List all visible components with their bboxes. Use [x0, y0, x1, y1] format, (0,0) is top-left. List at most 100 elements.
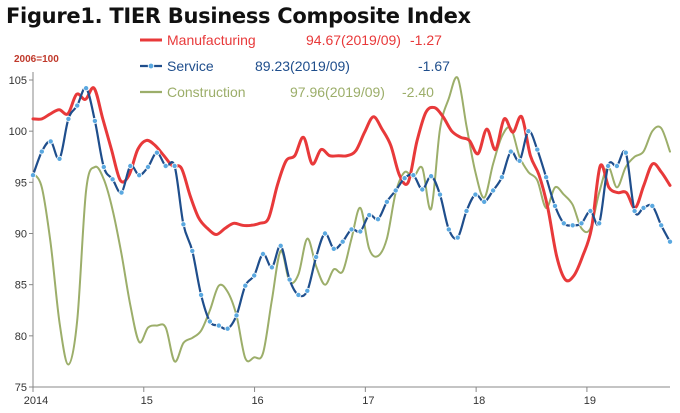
x-tick-label: 2014 — [24, 395, 48, 407]
service-point — [127, 162, 134, 169]
service-point — [321, 230, 328, 237]
service-point — [428, 173, 435, 180]
service-point — [206, 318, 213, 325]
service-point — [613, 162, 620, 169]
service-point — [109, 176, 116, 183]
x-tick-label: 19 — [584, 395, 596, 407]
service-point — [339, 238, 346, 245]
service-point — [560, 220, 567, 227]
service-point — [366, 212, 373, 219]
manufacturing-legend-change: -1.27 — [410, 32, 442, 48]
service-point — [286, 276, 293, 283]
service-point — [330, 245, 337, 252]
service-point — [162, 162, 169, 169]
service-point — [357, 228, 364, 235]
service-point — [507, 148, 514, 155]
construction-legend-value: 97.96(2019/09) — [290, 84, 385, 100]
service-point — [658, 222, 665, 229]
service-point — [144, 163, 151, 170]
series-lines — [29, 76, 674, 366]
service-point — [56, 155, 63, 162]
service-point — [47, 138, 54, 145]
manufacturing-legend-name: Manufacturing — [167, 32, 256, 48]
y-tick-label: 105 — [9, 75, 27, 87]
service-point — [198, 291, 205, 298]
service-point — [242, 282, 249, 289]
service-point — [215, 322, 222, 329]
legend: Manufacturing 94.67(2019/09) -1.27 Service 8… — [140, 32, 450, 100]
service-point — [304, 287, 311, 294]
service-point — [268, 264, 275, 271]
manufacturing-line — [31, 86, 672, 283]
y-tick-label: 100 — [9, 126, 27, 138]
service-point — [65, 115, 72, 122]
service-legend-marker — [147, 62, 155, 70]
service-point — [295, 291, 302, 298]
service-point — [640, 204, 647, 211]
service-point — [667, 238, 674, 245]
x-tick-label: 15 — [141, 395, 153, 407]
service-point — [605, 162, 612, 169]
y-tick-label: 95 — [15, 177, 27, 189]
service-point — [91, 117, 98, 124]
service-point — [383, 198, 390, 205]
y-tick-label: 75 — [15, 382, 27, 394]
service-legend-value: 89.23(2019/09) — [255, 58, 350, 74]
service-point — [83, 85, 90, 92]
service-point — [649, 202, 656, 209]
service-point — [587, 207, 594, 214]
service-point — [153, 149, 160, 156]
service-point — [180, 221, 187, 228]
y-tick-label: 85 — [15, 280, 27, 292]
service-point — [38, 148, 45, 155]
service-point — [419, 186, 426, 193]
x-tick-label: 17 — [362, 395, 374, 407]
service-point — [445, 226, 452, 233]
service-point — [490, 187, 497, 194]
service-point — [631, 207, 638, 214]
y-tick-label: 80 — [15, 331, 27, 343]
service-point — [313, 253, 320, 260]
service-point — [410, 172, 417, 179]
service-point — [569, 222, 576, 229]
service-point — [596, 220, 603, 227]
service-point — [136, 172, 143, 179]
service-point — [463, 207, 470, 214]
construction-legend-change: -2.40 — [402, 84, 434, 100]
service-point — [224, 325, 231, 332]
service-point — [516, 157, 523, 164]
chart-title: Figure1. TIER Business Composite Index — [6, 4, 471, 28]
service-point — [171, 162, 178, 169]
base-year-note: 2006=100 — [14, 54, 59, 65]
construction-legend-name: Construction — [167, 84, 246, 100]
service-point — [277, 242, 284, 249]
service-point — [436, 191, 443, 198]
service-point — [622, 149, 629, 156]
service-point — [259, 250, 266, 257]
y-tick-label: 90 — [15, 229, 27, 241]
service-point — [374, 216, 381, 223]
service-point — [233, 312, 240, 319]
service-point — [100, 163, 107, 170]
service-point — [472, 191, 479, 198]
x-tick-label: 16 — [251, 395, 263, 407]
construction-line — [32, 76, 671, 366]
service-point — [251, 272, 258, 279]
service-point — [552, 202, 559, 209]
service-point — [118, 189, 125, 196]
service-point — [543, 174, 550, 181]
service-legend-change: -1.67 — [418, 58, 450, 74]
service-point — [74, 102, 81, 109]
service-point — [392, 187, 399, 194]
service-point — [454, 234, 461, 241]
service-point — [525, 128, 532, 135]
service-point — [401, 175, 408, 182]
service-legend-name: Service — [167, 58, 214, 74]
x-tick-label: 18 — [473, 395, 485, 407]
service-point — [29, 172, 36, 179]
service-point — [534, 146, 541, 153]
service-point — [498, 174, 505, 181]
service-point — [578, 220, 585, 227]
service-point — [348, 226, 355, 233]
